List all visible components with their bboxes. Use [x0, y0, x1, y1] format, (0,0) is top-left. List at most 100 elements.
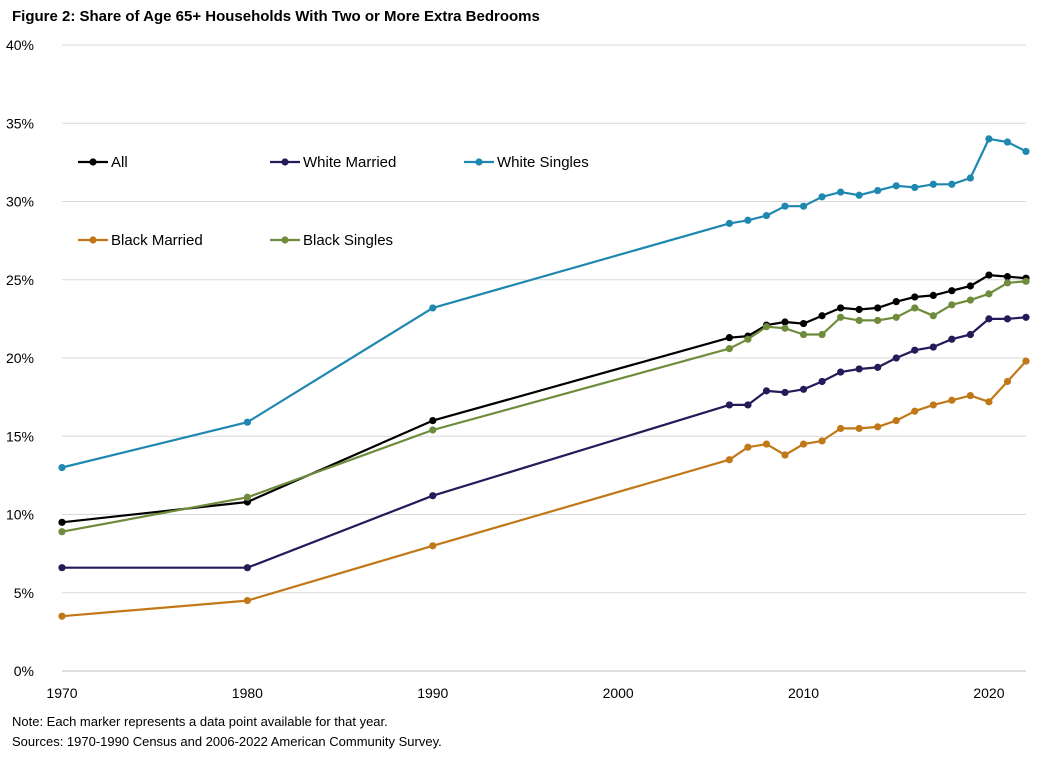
marker-white-singles-1990: [429, 304, 437, 312]
marker-black-married-2018: [948, 396, 956, 404]
marker-white-married-2008: [762, 387, 771, 395]
legend-marker-white-singles: [475, 158, 483, 166]
marker-black-singles-2008: [762, 323, 771, 331]
marker-all-2017: [929, 291, 937, 299]
marker-white-singles-1970: [58, 463, 66, 472]
marker-white-married-2015: [892, 354, 900, 362]
marker-white-married-2009: [781, 388, 789, 397]
marker-black-married-1980: [243, 596, 251, 605]
marker-black-married-2019: [966, 391, 974, 400]
marker-black-married-2008: [762, 440, 771, 448]
marker-all-2015: [892, 298, 900, 306]
marker-black-married-2013: [855, 424, 863, 433]
marker-white-married-2012: [837, 368, 845, 376]
x-tick-label-2010: 2010: [788, 685, 819, 701]
marker-white-singles-2009: [781, 202, 789, 210]
marker-black-married-2022: [1022, 357, 1030, 365]
y-tick-label-40: 40%: [6, 37, 34, 53]
y-tick-label-30: 30%: [6, 194, 34, 210]
marker-white-singles-2020: [985, 135, 993, 143]
marker-black-singles-1980: [243, 493, 251, 501]
marker-white-married-2014: [874, 363, 882, 371]
marker-black-singles-2021: [1003, 279, 1012, 287]
marker-white-married-2017: [929, 343, 937, 351]
marker-all-2019: [966, 282, 974, 290]
marker-black-married-2020: [985, 398, 993, 406]
legend-label-white-married: White Married: [303, 154, 396, 171]
marker-white-married-2022: [1022, 313, 1030, 321]
x-tick-label-1970: 1970: [46, 685, 77, 701]
marker-white-married-2018: [948, 335, 956, 343]
line-chart: 0% 5% 10% 15% 20% 25% 30% 35% 40% 1970 1980 1990 200…: [6, 37, 1030, 701]
marker-all-2014: [874, 304, 882, 312]
marker-black-married-2012: [837, 424, 845, 433]
marker-white-singles-2022: [1022, 147, 1030, 156]
marker-black-singles-2017: [929, 312, 937, 320]
marker-white-married-2013: [855, 365, 863, 373]
marker-all-2011: [818, 312, 826, 320]
marker-black-singles-2009: [781, 324, 789, 332]
marker-black-married-2007: [744, 443, 752, 451]
marker-black-singles-1990: [429, 426, 437, 434]
marker-all-2009: [781, 318, 789, 326]
marker-black-singles-2022: [1022, 277, 1030, 285]
marker-white-married-2006: [725, 401, 733, 409]
marker-white-singles-2013: [855, 191, 863, 199]
x-tick-label-2020: 2020: [973, 685, 1004, 701]
marker-white-married-1970: [58, 564, 66, 572]
marker-white-married-1980: [243, 564, 251, 572]
marker-black-singles-2012: [837, 313, 845, 321]
marker-black-married-2011: [818, 437, 826, 445]
marker-black-singles-2006: [725, 345, 733, 353]
legend-label-black-married: Black Married: [111, 232, 203, 249]
y-tick-label-20: 20%: [6, 350, 34, 366]
marker-all-2016: [911, 293, 919, 301]
legend-marker-white-married: [281, 158, 289, 166]
marker-black-singles-2011: [818, 330, 826, 339]
marker-white-singles-1980: [243, 418, 251, 426]
marker-black-married-2016: [911, 407, 919, 415]
legend-marker-black-singles: [281, 236, 289, 244]
y-tick-label-0: 0%: [14, 663, 34, 679]
marker-all-1970: [58, 518, 66, 526]
series-line-black-singles: [61, 280, 1027, 533]
marker-black-married-2010: [799, 440, 808, 448]
chart-notes: Note: Each marker represents a data poin…: [12, 712, 442, 752]
y-tick-label-25: 25%: [6, 272, 34, 288]
marker-white-married-2007: [744, 401, 752, 409]
series-line-white-singles: [61, 137, 1027, 469]
legend-marker-all: [89, 158, 97, 166]
marker-all-2010: [799, 319, 808, 328]
x-tick-label-1990: 1990: [417, 685, 448, 701]
marker-white-singles-2019: [966, 174, 974, 182]
marker-white-singles-2014: [874, 186, 882, 195]
marker-white-singles-2008: [762, 211, 771, 220]
marker-black-singles-2013: [855, 316, 863, 325]
marker-all-2021: [1003, 273, 1012, 281]
marker-white-married-1990: [429, 492, 437, 500]
marker-black-singles-1970: [58, 528, 66, 536]
y-tick-label-15: 15%: [6, 428, 34, 444]
marker-black-married-2017: [929, 401, 937, 409]
marker-all-2020: [985, 271, 993, 279]
marker-white-married-2020: [985, 315, 993, 323]
marker-white-singles-2017: [929, 180, 937, 188]
marker-black-married-2006: [725, 456, 733, 464]
marker-black-singles-2014: [874, 316, 882, 325]
marker-black-singles-2010: [799, 330, 808, 339]
marker-black-married-2014: [874, 423, 882, 431]
marker-white-married-2016: [911, 346, 919, 354]
legend-label-black-singles: Black Singles: [303, 232, 393, 249]
series-line-white-married: [62, 316, 1027, 569]
marker-all-2006: [725, 334, 733, 342]
marker-all-2018: [948, 287, 956, 295]
marker-white-married-2021: [1003, 315, 1012, 323]
legend-label-all: All: [111, 154, 128, 171]
x-tick-label-1980: 1980: [232, 685, 263, 701]
marker-all-1990: [429, 417, 437, 425]
marker-black-married-1990: [429, 542, 437, 550]
marker-black-singles-2020: [985, 290, 993, 298]
chart-title: Figure 2: Share of Age 65+ Households Wi…: [12, 8, 540, 25]
marker-black-singles-2019: [966, 296, 974, 304]
note-text: Note: Each marker represents a data poin…: [12, 714, 388, 729]
